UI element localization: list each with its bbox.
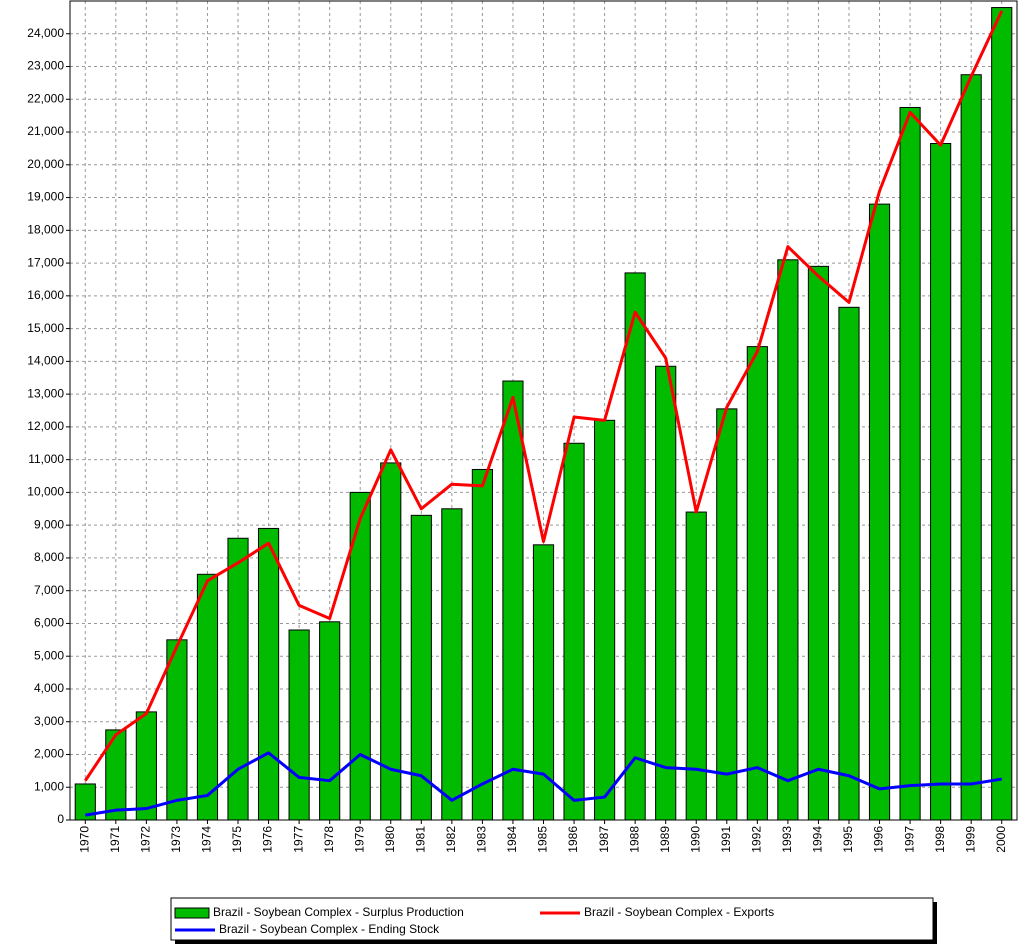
y-tick-label: 1,000 — [34, 779, 64, 793]
x-tick-label: 1993 — [780, 826, 794, 853]
x-tick-label: 1990 — [688, 826, 702, 853]
bar — [227, 537, 249, 821]
y-tick-label: 20,000 — [27, 157, 64, 171]
x-tick-label: 1995 — [841, 826, 855, 853]
bar — [807, 265, 830, 821]
bar — [135, 711, 157, 821]
x-tick-label: 1989 — [658, 826, 672, 853]
x-tick-label: 1983 — [475, 826, 489, 853]
bar — [594, 419, 616, 821]
x-tick-label: 1971 — [108, 826, 122, 853]
legend-box — [170, 897, 934, 941]
bar — [991, 7, 1013, 821]
bar — [899, 106, 921, 821]
x-tick-label: 1973 — [169, 826, 183, 853]
y-tick-label: 24,000 — [27, 26, 64, 40]
y-tick-label: 18,000 — [27, 222, 64, 236]
y-tick-label: 0 — [57, 812, 64, 826]
bar — [502, 380, 524, 821]
legend-swatch — [174, 907, 210, 919]
x-tick-label: 1996 — [872, 826, 886, 853]
x-tick-label: 1991 — [719, 826, 733, 853]
y-tick-label: 13,000 — [27, 386, 64, 400]
y-tick-label: 7,000 — [34, 583, 64, 597]
line — [84, 10, 1004, 782]
x-tick-label: 2000 — [994, 826, 1008, 853]
bar — [655, 365, 677, 821]
y-tick-label: 2,000 — [34, 747, 64, 761]
line — [85, 751, 1002, 817]
legend-label: Brazil - Soybean Complex - Ending Stock — [219, 922, 440, 936]
x-tick-label: 1992 — [750, 826, 764, 853]
x-tick-label: 1970 — [77, 826, 91, 853]
bar — [441, 508, 463, 821]
y-tick-label: 15,000 — [27, 321, 64, 335]
x-tick-label: 1986 — [566, 826, 580, 853]
x-tick-label: 1987 — [597, 826, 611, 853]
y-tick-label: 3,000 — [34, 714, 64, 728]
bar — [319, 621, 341, 821]
x-tick-label: 1972 — [139, 826, 153, 853]
y-tick-label: 23,000 — [27, 59, 64, 73]
x-tick-label: 1974 — [200, 826, 214, 853]
bar — [716, 408, 738, 821]
y-tick-label: 12,000 — [27, 419, 64, 433]
x-tick-label: 1979 — [352, 826, 366, 853]
x-tick-label: 1994 — [811, 826, 825, 853]
x-tick-label: 1999 — [963, 826, 977, 853]
bar — [196, 573, 219, 821]
bar — [624, 272, 646, 821]
y-tick-label: 19,000 — [27, 190, 64, 204]
y-tick-label: 6,000 — [34, 616, 64, 630]
y-tick-label: 22,000 — [27, 91, 64, 105]
y-tick-label: 14,000 — [27, 354, 64, 368]
x-tick-label: 1988 — [627, 826, 641, 853]
x-tick-label: 1998 — [933, 826, 947, 853]
y-tick-label: 17,000 — [27, 255, 64, 269]
y-tick-label: 10,000 — [27, 485, 64, 499]
y-tick-label: 8,000 — [34, 550, 64, 564]
bar — [960, 74, 982, 821]
plot-border — [69, 0, 1018, 821]
x-tick-label: 1981 — [413, 826, 427, 853]
bar — [288, 629, 310, 821]
bar — [838, 306, 860, 821]
y-tick-label: 5,000 — [34, 648, 64, 662]
bar — [471, 468, 493, 821]
x-tick-label: 1978 — [322, 826, 336, 853]
bar — [685, 511, 707, 821]
y-tick-label: 4,000 — [34, 681, 64, 695]
y-tick-label: 11,000 — [28, 452, 64, 466]
x-tick-label: 1985 — [536, 826, 550, 853]
legend-label: Brazil - Soybean Complex - Surplus Produ… — [213, 905, 464, 919]
bar — [166, 639, 188, 821]
bar — [257, 527, 280, 821]
x-tick-label: 1975 — [230, 826, 244, 853]
x-tick-label: 1977 — [291, 826, 305, 853]
x-tick-label: 1997 — [902, 826, 916, 853]
y-tick-label: 16,000 — [27, 288, 64, 302]
x-tick-label: 1984 — [505, 826, 519, 853]
x-tick-label: 1982 — [444, 826, 458, 853]
legend-label: Brazil - Soybean Complex - Exports — [584, 905, 774, 919]
bar — [563, 442, 585, 821]
x-tick-label: 1980 — [383, 826, 397, 853]
bar — [777, 259, 799, 821]
bar — [746, 346, 768, 821]
y-tick-label: 9,000 — [34, 517, 64, 531]
y-tick-label: 21,000 — [27, 124, 64, 138]
bar — [868, 203, 891, 821]
x-tick-label: 1976 — [261, 826, 275, 853]
bar — [930, 143, 952, 821]
